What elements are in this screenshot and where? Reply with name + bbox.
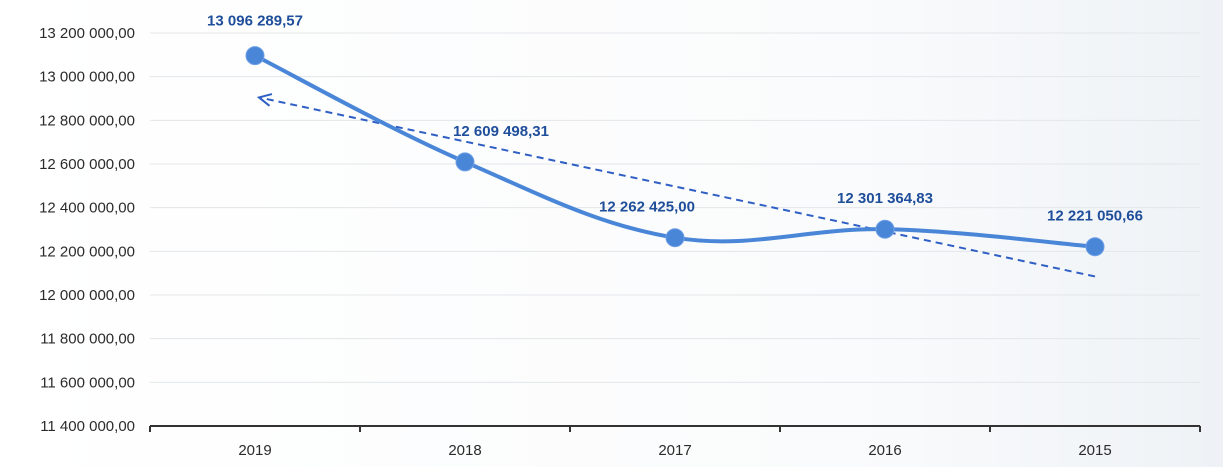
x-tick-label: 2019 (238, 442, 271, 459)
x-tick-label: 2015 (1078, 442, 1111, 459)
y-tick-label: 11 600 000,00 (40, 374, 135, 391)
y-tick-label: 12 000 000,00 (39, 287, 135, 304)
data-label-2019: 13 096 289,57 (207, 13, 303, 30)
data-point-2015 (1085, 237, 1105, 257)
y-tick-label: 11 400 000,00 (40, 418, 135, 435)
x-tick-label: 2018 (448, 442, 481, 459)
x-tick-label: 2017 (658, 442, 691, 459)
data-label-2016: 12 301 364,83 (837, 190, 933, 207)
y-tick-label: 13 200 000,00 (39, 25, 135, 42)
series-line (253, 53, 1097, 249)
y-tick-label: 11 800 000,00 (40, 331, 135, 348)
data-point-2016 (875, 219, 895, 239)
data-label-2018: 12 609 498,31 (453, 123, 549, 140)
trendline-path (258, 96, 1096, 278)
gridlines (150, 32, 1200, 383)
x-axis-ticks: 2019 2018 2017 2016 2015 (238, 442, 1111, 459)
trendline-arrowhead (256, 93, 273, 107)
y-axis-ticks: 11 400 000,00 11 600 000,00 11 800 000,00 1… (39, 25, 135, 435)
y-tick-label: 12 800 000,00 (39, 112, 135, 129)
data-point-2017 (665, 228, 685, 248)
series-markers (245, 46, 1105, 257)
data-point-2018 (455, 152, 475, 172)
y-tick-label: 12 400 000,00 (39, 200, 135, 217)
x-axis (149, 425, 1201, 432)
data-labels: 13 096 289,57 12 609 498,31 12 262 425,00 1… (207, 13, 1143, 225)
series-line-path (253, 53, 1097, 249)
x-tick-label: 2016 (868, 442, 901, 459)
data-label-2015: 12 221 050,66 (1047, 208, 1143, 225)
data-point-2019 (245, 46, 265, 66)
y-tick-label: 13 000 000,00 (39, 69, 135, 86)
trendline (256, 93, 1096, 278)
data-label-2017: 12 262 425,00 (599, 199, 695, 216)
y-tick-label: 12 600 000,00 (39, 156, 135, 173)
y-tick-label: 12 200 000,00 (39, 243, 135, 260)
